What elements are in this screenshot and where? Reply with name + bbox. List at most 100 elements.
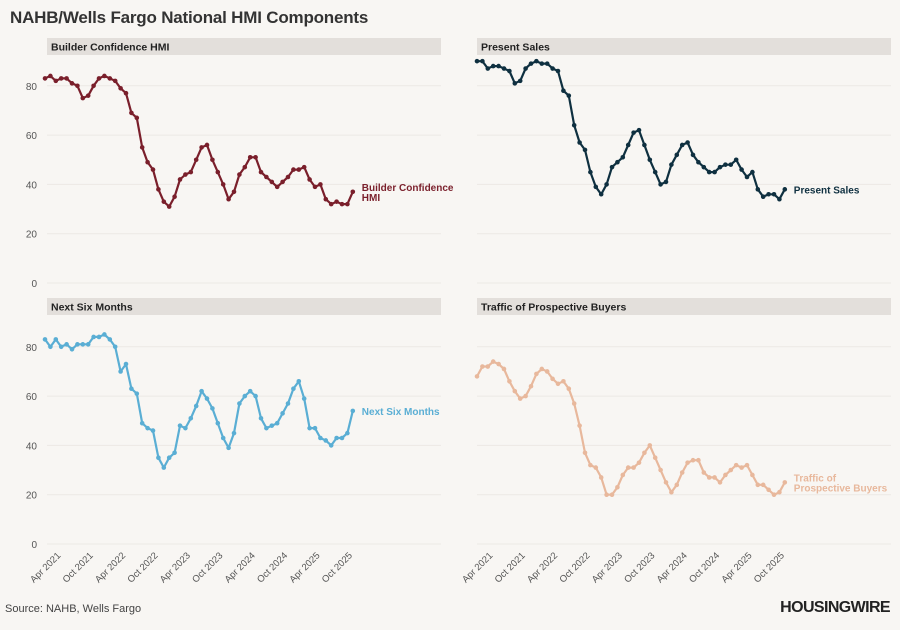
source-note: Source: NAHB, Wells Fargo [5,603,142,615]
data-point [723,472,728,478]
data-point [204,142,210,148]
data-point [512,81,518,86]
data-point [658,182,663,187]
data-point [334,199,339,204]
data-point [701,470,707,475]
data-point [604,182,609,187]
data-point [782,480,788,485]
data-point [75,342,80,347]
y-tick-label: 40 [26,180,38,191]
data-point [652,169,658,175]
data-point [685,140,690,145]
data-point [636,127,642,133]
data-point [64,76,69,81]
data-point [339,201,345,207]
data-point [161,199,167,204]
panel-title: Builder Confidence HMI [51,42,170,54]
data-point [696,457,701,463]
y-tick-label: 0 [31,279,37,290]
panel-header-bar [477,38,891,55]
data-point [123,90,129,96]
data-point [210,406,215,411]
data-point [339,435,345,441]
data-point [199,388,204,394]
x-tick-label: Oct 2024 [255,550,290,585]
data-point [177,423,183,428]
data-point [53,337,59,342]
data-point [118,369,123,374]
data-point [577,140,582,145]
data-point [609,164,615,170]
data-point [717,480,723,485]
data-point [215,420,221,426]
data-point [550,376,555,382]
data-point [161,465,167,470]
data-point [642,450,647,456]
x-tick-label: Apr 2024 [655,550,690,585]
data-point [496,361,501,367]
data-point [663,480,669,485]
x-tick-label: Oct 2025 [320,550,355,585]
data-point [177,177,183,182]
data-point [701,164,707,170]
panel-title: Traffic of Prospective Buyers [481,302,626,314]
data-point [474,58,480,64]
data-point [145,425,150,431]
series-line [44,333,354,469]
data-point [274,184,280,190]
panel-title: Present Sales [481,42,550,54]
data-point [544,369,550,374]
data-point [269,179,275,185]
data-point [96,334,102,340]
data-point [561,379,566,384]
data-point [199,145,204,150]
data-point [777,196,782,202]
data-point [102,73,107,79]
data-point [566,386,572,392]
data-point [166,455,172,461]
data-point [555,68,561,74]
data-point [296,379,302,384]
data-point [744,462,750,468]
panel-builder-confidence-hmi: Builder Confidence HMI 0 20 40 60 80 Builder C… [26,38,454,290]
data-point [323,196,329,202]
panel-header-bar [47,298,441,315]
data-point [285,401,291,406]
data-point [582,147,588,153]
data-point [210,157,215,163]
data-point [139,145,145,150]
data-point [744,174,750,180]
data-point [728,467,734,473]
data-point [534,371,539,377]
data-point [253,154,258,160]
data-point [679,142,685,148]
data-point [296,167,302,172]
data-point [183,425,188,431]
data-point [577,423,582,428]
x-tick-label: Oct 2023 [622,550,657,585]
data-point [129,386,134,392]
data-point [771,191,777,197]
data-point [112,344,118,350]
data-point [134,115,140,121]
data-point [102,332,107,337]
data-point [512,388,518,394]
data-point [318,435,323,441]
series-line [44,74,354,208]
x-tick-label: Oct 2021 [61,550,96,585]
data-point [69,81,75,86]
data-point [739,465,744,470]
data-point [490,63,496,69]
data-point [188,169,194,175]
x-tick-label: Oct 2022 [125,550,160,585]
data-point [307,425,312,431]
series-end-label: Builder Confidence [362,183,454,194]
data-point [712,169,717,175]
data-point [517,396,523,401]
data-point [301,164,307,170]
y-tick-label: 20 [26,491,38,502]
data-point [183,172,188,177]
data-point [312,184,318,190]
data-point [53,78,59,84]
data-point [609,492,615,498]
